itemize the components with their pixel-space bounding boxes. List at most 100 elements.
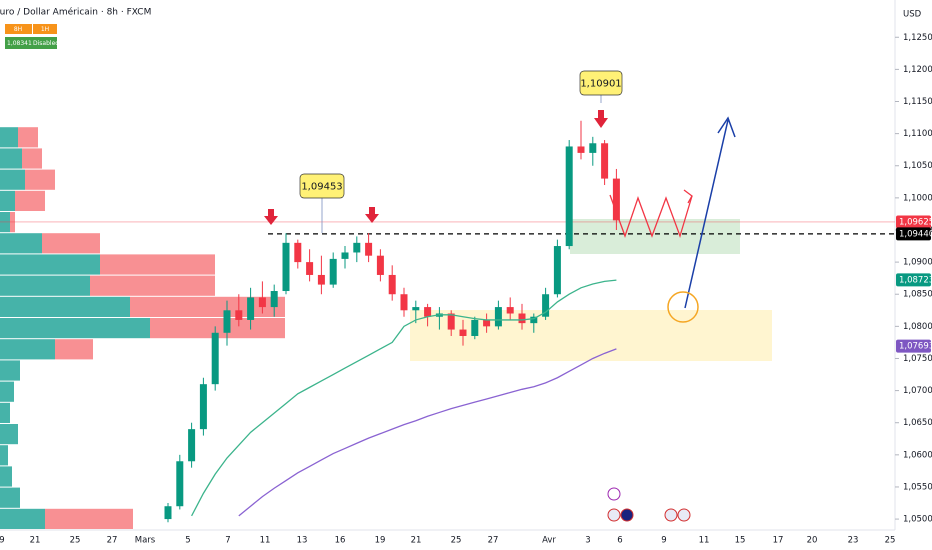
x-tick-label: 9	[661, 536, 666, 546]
candle-body	[376, 255, 384, 275]
y-tick-label: 1,11000	[903, 129, 932, 139]
retest-zone	[570, 219, 740, 254]
volume-up	[0, 339, 55, 360]
candle-body	[270, 291, 278, 308]
x-tick-label: 27	[107, 536, 118, 546]
annotation-label: 1,09453	[301, 182, 342, 193]
volume-down	[22, 148, 42, 169]
volume-down	[15, 190, 45, 211]
price-label: 1,08723	[899, 275, 932, 285]
candle-body	[412, 307, 420, 311]
event-icon[interactable]	[607, 487, 621, 501]
candle-body	[483, 319, 491, 327]
x-tick-label: 25	[451, 536, 462, 546]
indicator-state: Disabled	[33, 40, 59, 47]
volume-up	[0, 169, 25, 190]
volume-up	[0, 190, 15, 211]
volume-up	[0, 360, 20, 381]
x-tick-label: 25	[70, 536, 81, 546]
volume-up	[0, 127, 18, 148]
price-label: 1,09625	[899, 217, 932, 227]
y-tick-label: 1,08000	[903, 322, 932, 332]
x-tick-label: 25	[885, 536, 896, 546]
annotation-box	[299, 173, 345, 199]
y-tick-label: 1,12000	[903, 65, 932, 75]
x-tick-label: 13	[297, 536, 308, 546]
volume-up	[0, 275, 90, 296]
candle-body	[530, 316, 538, 324]
candle-body	[341, 252, 349, 259]
y-tick-label: 1,06500	[903, 418, 932, 428]
candle-body	[506, 307, 514, 314]
event-icon[interactable]	[607, 508, 621, 522]
candle-body	[258, 297, 266, 308]
y-tick-label: 1,07500	[903, 354, 932, 364]
candle-body	[235, 310, 243, 320]
badge-label: 1H	[41, 26, 49, 33]
candle-body	[471, 319, 479, 336]
volume-up	[0, 381, 14, 402]
candle-body	[459, 329, 467, 336]
y-tick-label: 1,11500	[903, 97, 932, 107]
indicator-badge	[5, 37, 57, 49]
candle-body	[518, 313, 526, 324]
red-arrow	[594, 109, 608, 128]
volume-down	[130, 296, 285, 317]
price-label-bg	[896, 227, 931, 241]
candle-body	[400, 294, 408, 311]
x-tick-label: 21	[411, 536, 422, 546]
candle-body	[294, 242, 302, 263]
volume-down	[100, 254, 215, 275]
y-tick-label: 1,05000	[903, 515, 932, 525]
volume-down	[18, 127, 38, 148]
x-tick-label: 27	[488, 536, 499, 546]
badge	[5, 24, 32, 34]
x-tick-label: 7	[225, 536, 230, 546]
volume-up	[0, 296, 130, 317]
currency-label: USD	[903, 10, 922, 20]
volume-up	[0, 318, 150, 339]
price-label-bg	[896, 273, 931, 287]
volume-up	[0, 508, 45, 529]
candle-body	[553, 246, 561, 295]
x-tick-label: 19	[375, 536, 386, 546]
red-arrow	[365, 207, 379, 223]
candle-body	[353, 242, 361, 253]
volume-up	[0, 424, 18, 445]
event-icon[interactable]	[620, 508, 634, 522]
candle-body	[164, 506, 172, 520]
x-tick-label: 11	[260, 536, 271, 546]
x-tick-label: 15	[735, 536, 746, 546]
price-label: 1,09440	[899, 229, 932, 239]
annotation-box	[579, 70, 623, 96]
badge-label: 8H	[14, 26, 22, 33]
candle-body	[424, 307, 432, 317]
y-tick-label: 1,10500	[903, 161, 932, 171]
candle-body	[494, 307, 502, 327]
event-icon[interactable]	[677, 508, 691, 522]
target-circle	[667, 291, 699, 323]
candle-body	[577, 146, 585, 153]
price-label-bg	[896, 215, 931, 229]
candle-body	[565, 146, 573, 247]
volume-up	[0, 445, 8, 466]
zigzag-arrowhead	[683, 189, 693, 204]
candle-body	[199, 384, 207, 430]
y-tick-label: 1,09000	[903, 258, 932, 268]
candle-body	[447, 313, 455, 330]
y-tick-label: 1,12500	[903, 33, 932, 43]
price-label: 1,07693	[899, 342, 932, 352]
volume-down	[25, 169, 55, 190]
event-icon[interactable]	[664, 508, 678, 522]
y-tick-label: 1,08500	[903, 290, 932, 300]
badge	[33, 24, 57, 34]
moving-average	[191, 279, 617, 517]
x-tick-label: Mars	[135, 536, 156, 546]
candle-body	[612, 178, 620, 221]
bullish-arrow	[684, 119, 729, 309]
y-tick-label: 1,05500	[903, 482, 932, 492]
x-tick-label: 9	[0, 536, 5, 546]
volume-down	[45, 508, 133, 529]
volume-down	[90, 275, 215, 296]
candle-body	[388, 274, 396, 295]
